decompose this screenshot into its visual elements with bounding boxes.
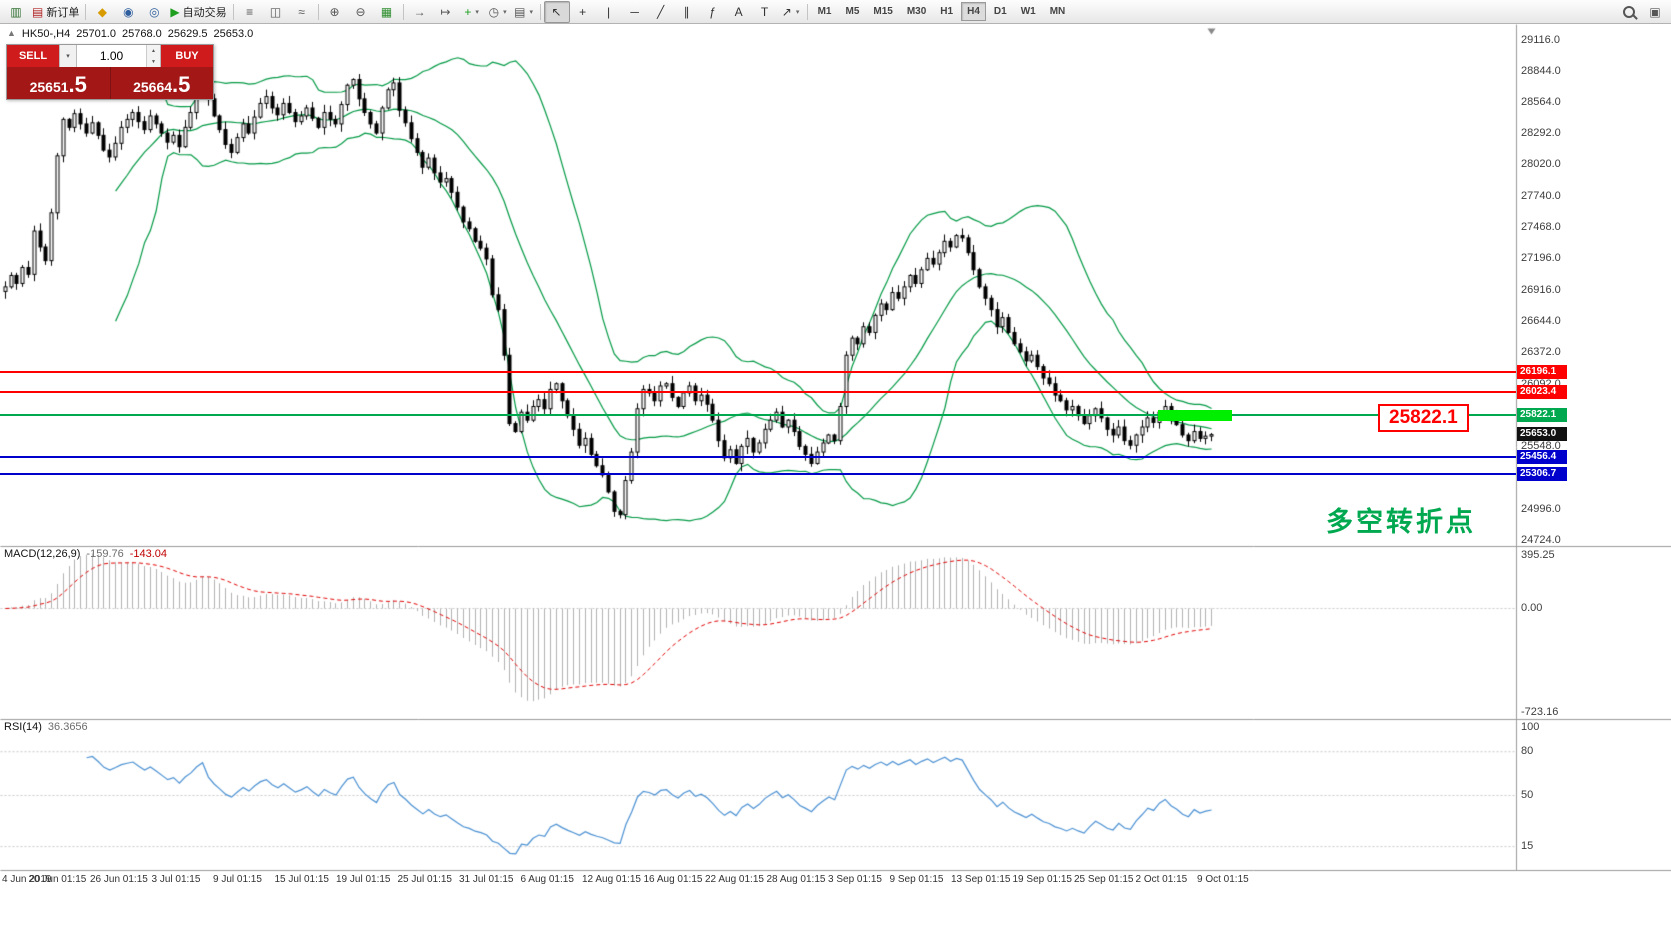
timeframe-w1-button[interactable]: W1 (1020, 6, 1036, 17)
bar-chart-icon[interactable]: ≡ (246, 4, 254, 19)
templates-button[interactable]: ▤ ▾ (514, 4, 533, 19)
toolbar-separator (232, 3, 234, 20)
toolbar-separator (539, 3, 541, 20)
new-order-button[interactable]: ▤ 新订单 (32, 4, 80, 19)
timeframe-m30-button[interactable]: M30 (906, 6, 927, 17)
line-chart-icon[interactable]: ≈ (298, 4, 305, 19)
volume-down-button[interactable]: ▼ (147, 56, 160, 67)
toolbar-separator (402, 3, 404, 20)
candlestick-chart-icon[interactable]: ◫ (269, 4, 282, 19)
buy-button[interactable]: BUY (161, 45, 213, 67)
timeframe-h4-button[interactable]: H4 (961, 2, 986, 21)
toolbar-separator (317, 3, 319, 20)
periods-button[interactable]: ◷ ▾ (488, 4, 507, 19)
zoom-in-icon[interactable]: ⊕ (329, 4, 340, 19)
chevron-down-icon: ▾ (66, 53, 70, 60)
auto-scroll-icon[interactable]: → (413, 4, 426, 19)
volume-dropdown-button[interactable]: ▾ (59, 45, 77, 67)
new-chart-icon[interactable]: ▥ (10, 4, 22, 19)
one-click-trading-panel: SELL ▾ ▲ ▼ BUY 25651 .5 25664 .5 (6, 44, 214, 100)
tile-windows-icon[interactable]: ▦ (380, 4, 393, 19)
autotrading-button[interactable]: ▶ 自动交易 (170, 4, 227, 19)
volume-input[interactable] (77, 45, 146, 67)
indicators-button[interactable]: + ▾ (464, 4, 479, 19)
timeframe-m15-button[interactable]: M15 (873, 6, 893, 17)
crosshair-icon[interactable]: + (579, 4, 587, 19)
channel-icon[interactable]: ∥ (683, 4, 690, 19)
sell-price[interactable]: 25651 .5 (29, 72, 87, 97)
text-label-icon[interactable]: T (760, 4, 769, 19)
arrows-button[interactable]: ↗ ▾ (781, 4, 800, 19)
timeframe-mn-button[interactable]: MN (1049, 6, 1066, 17)
sell-button[interactable]: SELL (7, 45, 59, 67)
toolbar-separator (806, 3, 808, 20)
toolbar-separator (85, 3, 87, 20)
fibonacci-icon[interactable]: ƒ (709, 4, 716, 19)
dock-windows-icon[interactable]: ▣ (1649, 4, 1661, 19)
search-icon[interactable] (1616, 1, 1642, 23)
volume-up-button[interactable]: ▲ (147, 45, 160, 56)
buy-price[interactable]: 25664 .5 (109, 67, 214, 99)
community-icon[interactable]: ◎ (149, 4, 160, 19)
timeframe-h1-button[interactable]: H1 (940, 6, 954, 17)
cursor-icon[interactable]: ↖ (543, 0, 570, 23)
alerts-icon[interactable]: ◆ (97, 4, 107, 19)
trendline-icon[interactable]: ╱ (656, 4, 665, 19)
timeframe-d1-button[interactable]: D1 (993, 6, 1007, 17)
zoom-out-icon[interactable]: ⊖ (355, 4, 366, 19)
horizontal-line-icon[interactable]: ─ (630, 4, 639, 19)
profile-icon[interactable]: ◉ (123, 4, 134, 19)
text-icon[interactable]: A (734, 4, 743, 19)
vertical-line-icon[interactable]: | (607, 4, 611, 19)
toolbar: ▥ ▤ 新订单 ◆ ◉ ◎ ▶ 自动交易 ≡ ◫ ≈ ⊕ ⊖ ▦ → ↦ + ▾ ◷ ▾ ▤ ▾ ↖ + | ─ ╱ ∥ ƒ A T ↗ ▾ M1… (0, 0, 1671, 24)
timeframe-m1-button[interactable]: M1 (817, 6, 832, 17)
chart-shift-icon[interactable]: ↦ (440, 4, 451, 19)
timeframe-m5-button[interactable]: M5 (845, 6, 860, 17)
